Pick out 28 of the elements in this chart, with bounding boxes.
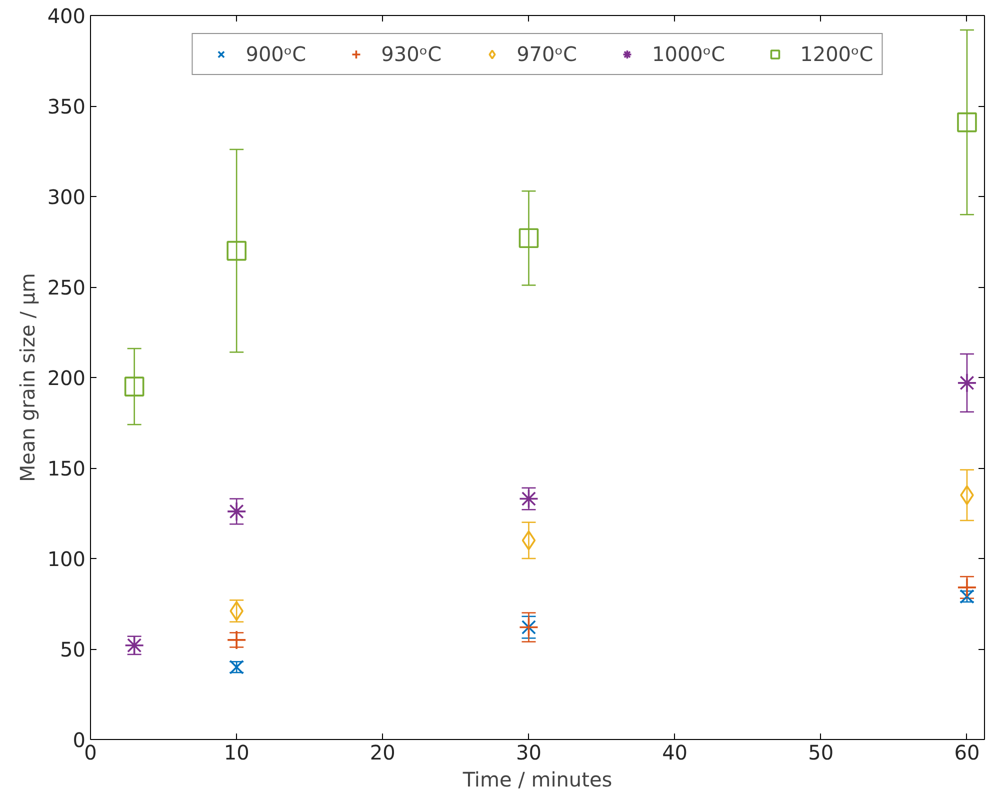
y-tick-label: 300 <box>47 185 86 209</box>
legend-label: 1000ᵒC <box>652 42 726 66</box>
point <box>226 240 246 261</box>
x-tick-label: 60 <box>954 740 980 764</box>
legend-label: 930ᵒC <box>381 42 442 66</box>
point <box>518 228 539 248</box>
point <box>226 502 246 522</box>
y-tick-label: 350 <box>47 94 86 118</box>
x-tick-label: 20 <box>370 740 396 764</box>
point <box>957 373 977 393</box>
x-tick-label: 10 <box>224 740 250 764</box>
y-tick-label: 400 <box>47 4 86 28</box>
point <box>522 530 536 550</box>
point <box>124 376 144 396</box>
y-axis-title: Mean grain size / μm <box>15 272 40 482</box>
x-tick-label: 30 <box>516 740 542 764</box>
y-tick-label: 200 <box>47 366 86 390</box>
x-tick-label: 40 <box>662 740 688 764</box>
x-axis-title: Time / minutes <box>462 768 612 792</box>
legend-label: 970ᵒC <box>516 42 577 66</box>
y-tick-label: 100 <box>47 547 86 571</box>
y-tick-label: 250 <box>47 276 86 300</box>
legend-label: 1200ᵒC <box>800 42 874 66</box>
y-tick-label: 150 <box>47 456 86 480</box>
legend-label: 900ᵒC <box>246 42 306 66</box>
x-tick-label: 50 <box>808 740 834 764</box>
point <box>957 112 977 132</box>
y-tick-label: 50 <box>60 638 86 662</box>
